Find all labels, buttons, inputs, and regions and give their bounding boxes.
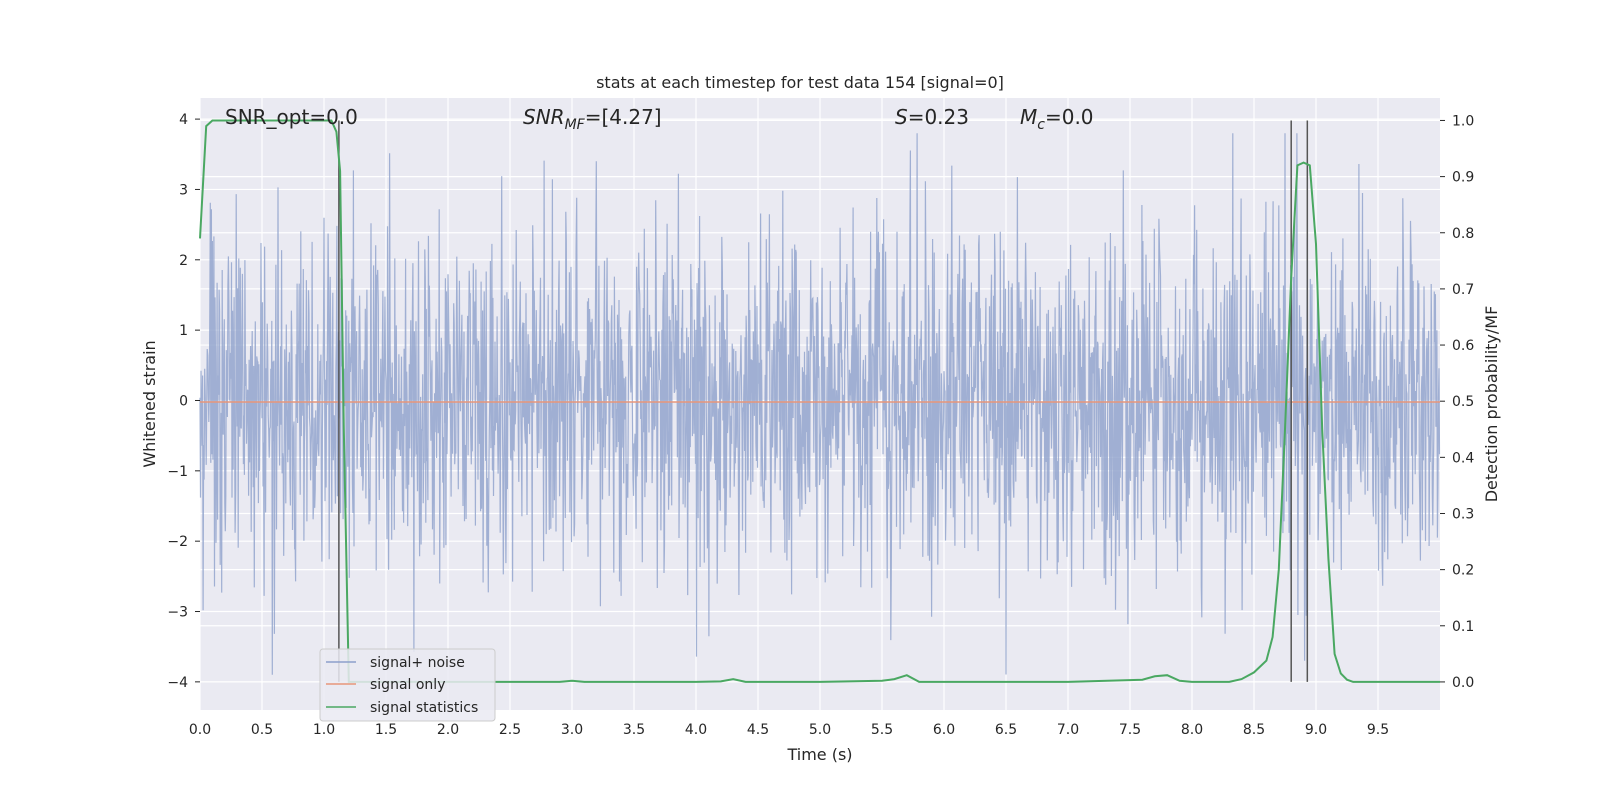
y-right-tick-label: 0.4 [1452, 450, 1474, 466]
x-tick-label: 6.0 [933, 722, 955, 738]
annotation-snr-mf: SNRMF=[4.27] [523, 105, 662, 133]
y-left-tick-label: −4 [167, 675, 188, 691]
y-right-tick-label: 0.0 [1452, 675, 1474, 691]
x-tick-label: 7.0 [1057, 722, 1079, 738]
signal-noise-series [199, 133, 1441, 675]
y-right-tick-label: 0.5 [1452, 394, 1474, 410]
y-left-tick-label: 2 [179, 253, 188, 269]
annotation-mc: Mc=0.0 [1020, 105, 1094, 133]
x-tick-label: 7.5 [1119, 722, 1141, 738]
x-tick-label: 3.0 [561, 722, 583, 738]
y-left-tick-label: 4 [179, 112, 188, 128]
annotation-snr-opt: SNR_opt=0.0 [225, 105, 358, 129]
y-right-axis-ticks: 1.0 0.9 0.8 0.7 0.6 0.5 0.4 0.3 0.2 0.1 0.0 [1440, 113, 1474, 691]
y-right-axis-label: Detection probability/MF [1482, 306, 1501, 503]
y-right-tick-label: 0.1 [1452, 619, 1474, 635]
legend-label-signal-noise: signal+ noise [370, 655, 465, 671]
y-left-tick-label: 0 [179, 393, 188, 409]
x-axis-ticks: 0.0 0.5 1.0 1.5 2.0 2.5 3.0 3.5 4.0 4.5 5.0 5.5 6.0 6… [189, 722, 1389, 738]
x-tick-label: 8.0 [1181, 722, 1203, 738]
x-tick-label: 1.0 [313, 722, 335, 738]
x-tick-label: 5.0 [809, 722, 831, 738]
y-left-axis-ticks: 4 3 2 1 0 −1 −2 −3 −4 [167, 112, 200, 691]
y-right-tick-label: 0.6 [1452, 338, 1474, 354]
y-right-tick-label: 0.3 [1452, 506, 1474, 522]
legend-label-signal-only: signal only [370, 677, 445, 693]
legend-label-signal-statistics: signal statistics [370, 700, 478, 716]
y-right-tick-label: 0.9 [1452, 170, 1474, 186]
x-tick-label: 3.5 [623, 722, 645, 738]
x-tick-label: 4.0 [685, 722, 707, 738]
x-tick-label: 0.0 [189, 722, 211, 738]
signal-noise-path [199, 133, 1441, 675]
x-tick-label: 2.0 [437, 722, 459, 738]
x-tick-label: 9.5 [1367, 722, 1389, 738]
x-tick-label: 5.5 [871, 722, 893, 738]
x-tick-label: 0.5 [251, 722, 273, 738]
legend-box [319, 648, 496, 722]
x-tick-label: 4.5 [747, 722, 769, 738]
x-tick-label: 8.5 [1243, 722, 1265, 738]
signal-statistics-series [199, 119, 1440, 683]
y-left-tick-label: 3 [179, 182, 188, 198]
y-left-tick-label: −2 [167, 534, 188, 550]
y-left-axis-label: Whitened strain [140, 340, 159, 467]
y-left-tick-label: −3 [167, 605, 188, 621]
x-tick-label: 2.5 [499, 722, 521, 738]
chart-title: stats at each timestep for test data 154… [596, 73, 1004, 92]
vertical-markers [338, 120, 1309, 682]
x-tick-label: 9.0 [1305, 722, 1327, 738]
y-left-tick-label: −1 [167, 464, 188, 480]
y-left-tick-label: 1 [179, 323, 188, 339]
legend: signal+ noise signal only signal statist… [319, 648, 496, 722]
x-axis-label: Time (s) [786, 745, 852, 764]
annotation-s: S=0.23 [895, 105, 969, 129]
x-tick-label: 6.5 [995, 722, 1017, 738]
y-right-tick-label: 0.2 [1452, 563, 1474, 579]
y-right-tick-label: 0.8 [1452, 226, 1474, 242]
x-tick-label: 1.5 [375, 722, 397, 738]
y-right-tick-label: 1.0 [1452, 113, 1474, 129]
y-right-tick-label: 0.7 [1452, 282, 1474, 298]
